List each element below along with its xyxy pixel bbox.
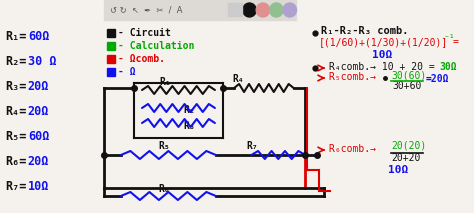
Text: R₇=: R₇= xyxy=(5,180,26,193)
Text: R₅comb.→: R₅comb.→ xyxy=(329,72,382,82)
Text: 10Ω: 10Ω xyxy=(28,180,49,193)
Circle shape xyxy=(256,3,270,17)
Text: - Ω: - Ω xyxy=(118,67,136,77)
Text: R₃=: R₃= xyxy=(5,80,26,93)
Text: R₂=: R₂= xyxy=(5,55,26,68)
Text: R₆comb.→: R₆comb.→ xyxy=(329,144,382,154)
Text: 10Ω: 10Ω xyxy=(372,50,392,60)
Text: R₁=: R₁= xyxy=(5,30,26,43)
Circle shape xyxy=(243,3,256,17)
Text: R₄=: R₄= xyxy=(5,105,26,118)
Text: 20(20): 20(20) xyxy=(392,141,427,151)
Text: ↺ ↻  ↖  ✒  ✂  /  A: ↺ ↻ ↖ ✒ ✂ / A xyxy=(110,6,183,14)
Text: 20+20: 20+20 xyxy=(392,153,421,163)
Bar xyxy=(228,3,242,16)
Text: - Circuit: - Circuit xyxy=(118,28,171,38)
Text: 20Ω: 20Ω xyxy=(28,155,49,168)
Text: R₅=: R₅= xyxy=(5,130,26,143)
Text: 10Ω: 10Ω xyxy=(388,165,408,175)
Text: R₁: R₁ xyxy=(159,77,171,87)
Bar xyxy=(108,68,115,76)
Text: R₂: R₂ xyxy=(183,105,195,115)
Text: R₆: R₆ xyxy=(158,184,170,194)
Text: - Ωcomb.: - Ωcomb. xyxy=(118,54,165,64)
Text: R₆=: R₆= xyxy=(5,155,26,168)
Text: 30(60): 30(60) xyxy=(392,70,427,80)
Text: R₅: R₅ xyxy=(158,141,170,151)
Text: R₇: R₇ xyxy=(246,141,258,151)
Text: 20Ω: 20Ω xyxy=(28,80,49,93)
Text: R₁-R₂-R₃ comb.: R₁-R₂-R₃ comb. xyxy=(321,26,409,36)
Bar xyxy=(108,55,115,63)
Text: 20Ω: 20Ω xyxy=(28,105,49,118)
Text: 30+60: 30+60 xyxy=(392,81,422,91)
Text: R₃: R₃ xyxy=(183,121,195,131)
Text: 30Ω: 30Ω xyxy=(439,62,457,72)
Text: 60Ω: 60Ω xyxy=(28,30,49,43)
Bar xyxy=(104,0,295,20)
Circle shape xyxy=(283,3,296,17)
Text: ⁻¹: ⁻¹ xyxy=(443,34,455,44)
Text: 60Ω: 60Ω xyxy=(28,130,49,143)
Text: [(1/60)+(1/30)+(1/20)]: [(1/60)+(1/30)+(1/20)] xyxy=(319,37,448,47)
Bar xyxy=(108,29,115,37)
Circle shape xyxy=(270,3,283,17)
Text: =: = xyxy=(453,37,459,47)
Text: R₄: R₄ xyxy=(232,74,244,84)
Text: 30 Ω: 30 Ω xyxy=(28,55,56,68)
Text: - Calculation: - Calculation xyxy=(118,41,194,51)
Text: R₄comb.→ 10 + 20 =: R₄comb.→ 10 + 20 = xyxy=(329,62,441,72)
Text: =20Ω: =20Ω xyxy=(426,74,449,84)
Bar xyxy=(108,42,115,50)
